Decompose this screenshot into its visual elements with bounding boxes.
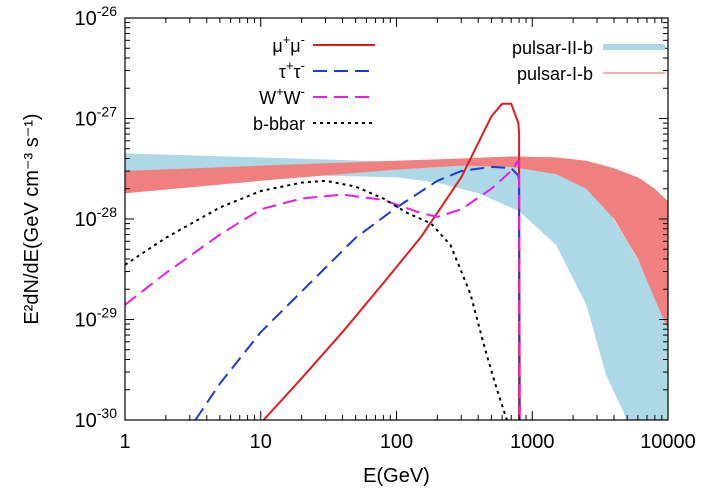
- x-axis-title: E(GeV): [363, 465, 430, 487]
- x-tick-label: 100: [380, 431, 413, 453]
- legend-label: pulsar-II-b: [512, 38, 593, 58]
- legend-label: pulsar-I-b: [517, 64, 593, 84]
- legend-label: b-bbar: [253, 114, 305, 134]
- axis-ticks: 1 10 100 1000 10000 10-30 10-29 10-28 10-27 10-26: [75, 3, 696, 453]
- pulsar-bands: [125, 153, 668, 420]
- y-tick-label: 10-26: [75, 3, 118, 30]
- y-tick-label: 10-29: [75, 305, 118, 332]
- band-pulsar-I-b: [125, 156, 668, 330]
- legend-label: μ+μ-: [272, 32, 305, 56]
- series-line-2: [194, 165, 521, 420]
- x-tick-label: 10000: [640, 431, 696, 453]
- x-tick-label: 10: [250, 431, 272, 453]
- y-tick-label: 10-30: [75, 405, 118, 432]
- y-tick-label: 10-28: [75, 204, 118, 231]
- x-tick-label: 1000: [510, 431, 555, 453]
- y-axis-title: E²dN/dE(GeV cm⁻³ s⁻¹): [21, 113, 43, 324]
- y-tick-label: 10-27: [75, 104, 118, 131]
- x-tick-label: 1: [119, 431, 130, 453]
- series-line-4: [125, 179, 508, 420]
- legend: μ+μ-τ+τ-W+W-b-bbar pulsar-II-b pulsar-I-b: [253, 32, 665, 134]
- legend-label: τ+τ-: [279, 58, 305, 82]
- series-line-3: [125, 159, 521, 420]
- legend-label: W+W-: [259, 84, 305, 108]
- dark-matter-curves: [125, 102, 521, 420]
- band-pulsar-II-b: [125, 153, 668, 420]
- series-line-1: [262, 102, 521, 420]
